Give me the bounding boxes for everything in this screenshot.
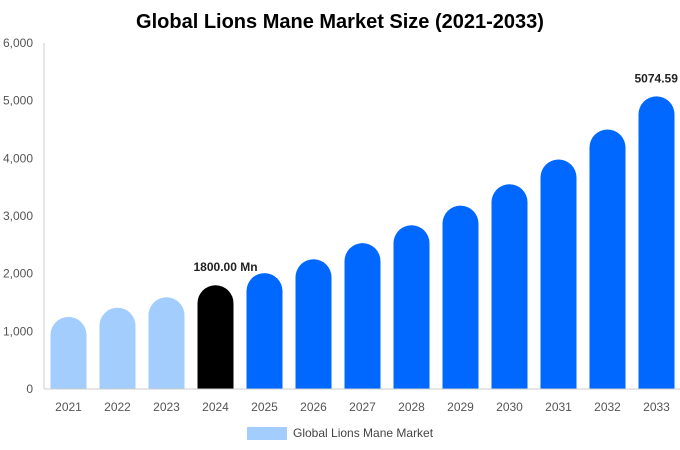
bar-2023 (148, 297, 185, 389)
y-tick-label: 4,000 (3, 151, 33, 165)
bar-2026 (295, 259, 332, 389)
data-label: 5074.59 Mn (635, 71, 680, 85)
x-tick-label: 2021 (55, 400, 82, 414)
x-tick-label: 2027 (349, 400, 376, 414)
bar-2022 (99, 307, 136, 389)
data-labels-group: 1800.00 Mn 5074.59 Mn (194, 71, 680, 274)
x-tick-label: 2023 (153, 400, 180, 414)
bar-2025 (246, 273, 283, 389)
y-axis: 0 1,000 2,000 3,000 4,000 5,000 6,000 (3, 36, 45, 396)
bar-2030 (491, 184, 528, 389)
x-tick-label: 2024 (202, 400, 229, 414)
y-tick-label: 0 (26, 382, 33, 396)
legend: Global Lions Mane Market (247, 426, 434, 440)
x-tick-label: 2025 (251, 400, 278, 414)
y-tick-label: 3,000 (3, 209, 33, 223)
x-axis: 2021 2022 2023 2024 2025 2026 2027 2028 2029 2030… (44, 388, 680, 414)
bar-2021 (50, 316, 87, 389)
bar-2033 (638, 96, 675, 389)
y-tick-label: 5,000 (3, 94, 33, 108)
bar-2031 (540, 159, 577, 389)
x-tick-label: 2022 (104, 400, 131, 414)
chart-title: Global Lions Mane Market Size (2021-2033… (136, 11, 544, 33)
x-tick-label: 2032 (594, 400, 621, 414)
bar-2027 (344, 243, 381, 389)
legend-swatch (247, 427, 287, 440)
x-tick-label: 2030 (496, 400, 523, 414)
bar-2032 (589, 129, 626, 389)
bar-2029 (442, 205, 479, 389)
bars-group (50, 96, 675, 389)
bar-2028 (393, 225, 430, 389)
bar-2024 (197, 285, 234, 389)
x-tick-label: 2028 (398, 400, 425, 414)
x-tick-label: 2026 (300, 400, 327, 414)
y-tick-label: 6,000 (3, 36, 33, 50)
x-tick-label: 2029 (447, 400, 474, 414)
legend-label: Global Lions Mane Market (293, 426, 434, 440)
y-tick-label: 2,000 (3, 267, 33, 281)
x-tick-label: 2033 (643, 400, 670, 414)
x-tick-label: 2031 (545, 400, 572, 414)
y-tick-label: 1,000 (3, 324, 33, 338)
data-label: 1800.00 Mn (194, 260, 258, 274)
